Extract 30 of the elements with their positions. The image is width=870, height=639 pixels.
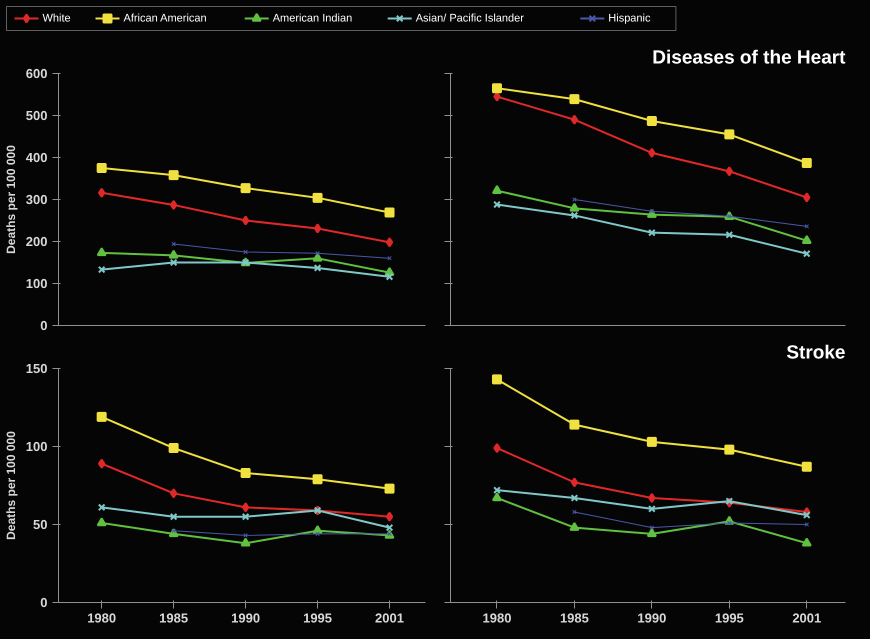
chart-title: Stroke: [786, 342, 846, 364]
x-tick-label: 2001: [792, 610, 822, 626]
x-tick-label: 1995: [303, 610, 332, 626]
x-tick-label: 2001: [375, 610, 404, 626]
y-tick-label: 0: [40, 595, 48, 610]
y-tick-label: 400: [26, 150, 48, 165]
y-axis-title: Deaths per 100 000: [4, 430, 18, 540]
y-axis-title: Deaths per 100 000: [4, 144, 18, 254]
y-tick-label: 300: [26, 192, 48, 207]
legend-label: White: [42, 12, 71, 24]
x-tick-label: 1985: [159, 610, 188, 626]
y-tick-label: 500: [26, 108, 48, 123]
x-tick-label: 1985: [560, 610, 589, 626]
y-tick-label: 600: [26, 66, 48, 81]
x-tick-label: 1995: [714, 610, 744, 626]
y-tick-label: 50: [33, 517, 48, 532]
x-tick-label: 1980: [482, 610, 512, 626]
x-tick-label: 1990: [231, 610, 260, 626]
x-tick-label: 1980: [87, 610, 116, 626]
y-tick-label: 0: [40, 318, 48, 333]
y-tick-label: 200: [26, 234, 48, 249]
legend-label: African American: [124, 12, 207, 24]
legend-label: Asian/ Pacific Islander: [416, 12, 524, 24]
legend-label: American Indian: [272, 12, 352, 24]
y-tick-label: 150: [26, 361, 48, 376]
y-tick-label: 100: [26, 439, 48, 454]
x-tick-label: 1990: [637, 610, 666, 626]
legend-label: Hispanic: [608, 12, 651, 24]
chart-title: Diseases of the Heart: [652, 48, 846, 68]
y-tick-label: 100: [26, 276, 48, 291]
